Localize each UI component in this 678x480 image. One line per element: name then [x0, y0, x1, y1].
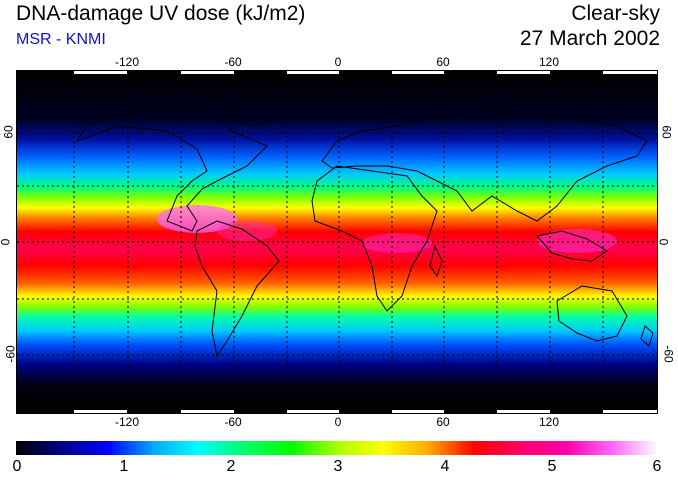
- frame-bar-top-6: [603, 71, 657, 74]
- colorbar: [16, 441, 658, 455]
- lon-tick-top-5: 120: [538, 55, 560, 69]
- colorbar-label-6: 6: [652, 458, 662, 475]
- lon-tick-bottom-5: 120: [538, 415, 560, 429]
- lon-tick-bottom-3: 0: [334, 415, 342, 429]
- eurasia-coast: [321, 110, 648, 222]
- lon-tick-top-3: 0: [334, 55, 342, 69]
- uv-maximum-andes: [157, 205, 237, 233]
- frame-bar-bottom-6: [603, 410, 657, 413]
- south-america-coast: [194, 220, 280, 358]
- lat-tick-left-2: 0: [0, 239, 12, 246]
- frame-bar-top-5: [497, 71, 550, 74]
- lat-tick-left-1: 60: [1, 125, 16, 139]
- frame-bar-bottom-1: [74, 410, 127, 413]
- uv-maximum-africa: [362, 233, 432, 253]
- graticule: [17, 71, 657, 413]
- frame-bar-top-4: [392, 71, 444, 74]
- lon-tick-bottom-2: -60: [224, 415, 242, 429]
- greenland-coast: [226, 95, 278, 127]
- frame-bar-bottom-2: [181, 410, 234, 413]
- colorbar-label-5: 5: [547, 458, 557, 475]
- lon-tick-top-2: -60: [224, 55, 242, 69]
- lat-tick-right-2: 0: [656, 238, 671, 246]
- colorbar-label-4: 4: [440, 458, 450, 475]
- new-zealand-coast: [640, 325, 654, 347]
- frame-bar-bottom-5: [497, 410, 550, 413]
- indonesia-coast: [536, 230, 608, 262]
- colorbar-label-0: 0: [12, 458, 22, 475]
- coastlines: [75, 95, 654, 358]
- source-label: MSR - KNMI: [16, 31, 106, 48]
- north-america-coast: [75, 105, 268, 232]
- uv-dose-map: [16, 70, 658, 414]
- sky-condition-label: Clear-sky: [571, 2, 660, 25]
- lon-tick-bottom-4: 60: [436, 415, 450, 429]
- frame-bar-top-3: [287, 71, 339, 74]
- colorbar-label-2: 2: [226, 458, 236, 475]
- map-title: DNA-damage UV dose (kJ/m2): [16, 2, 306, 25]
- date-label: 27 March 2002: [519, 27, 660, 50]
- lon-tick-top-1: -120: [114, 55, 140, 69]
- uv-dose-map-svg: [17, 71, 657, 413]
- lon-tick-top-4: 60: [436, 55, 450, 69]
- frame-bars: [74, 71, 657, 413]
- lon-tick-bottom-1: -120: [114, 415, 140, 429]
- frame-bar-bottom-4: [392, 410, 444, 413]
- madagascar-coast: [429, 244, 443, 278]
- uv-maximum-indonesia: [537, 229, 617, 253]
- africa-coast: [311, 165, 438, 312]
- colorbar-label-1: 1: [119, 458, 129, 475]
- frame-bar-bottom-3: [287, 410, 339, 413]
- frame-bar-top-1: [74, 71, 127, 74]
- australia-coast: [556, 285, 628, 342]
- lat-tick-right-3: -60: [661, 345, 676, 363]
- lat-tick-right-1: 60: [659, 125, 674, 139]
- colorbar-label-3: 3: [333, 458, 343, 475]
- frame-bar-top-2: [181, 71, 234, 74]
